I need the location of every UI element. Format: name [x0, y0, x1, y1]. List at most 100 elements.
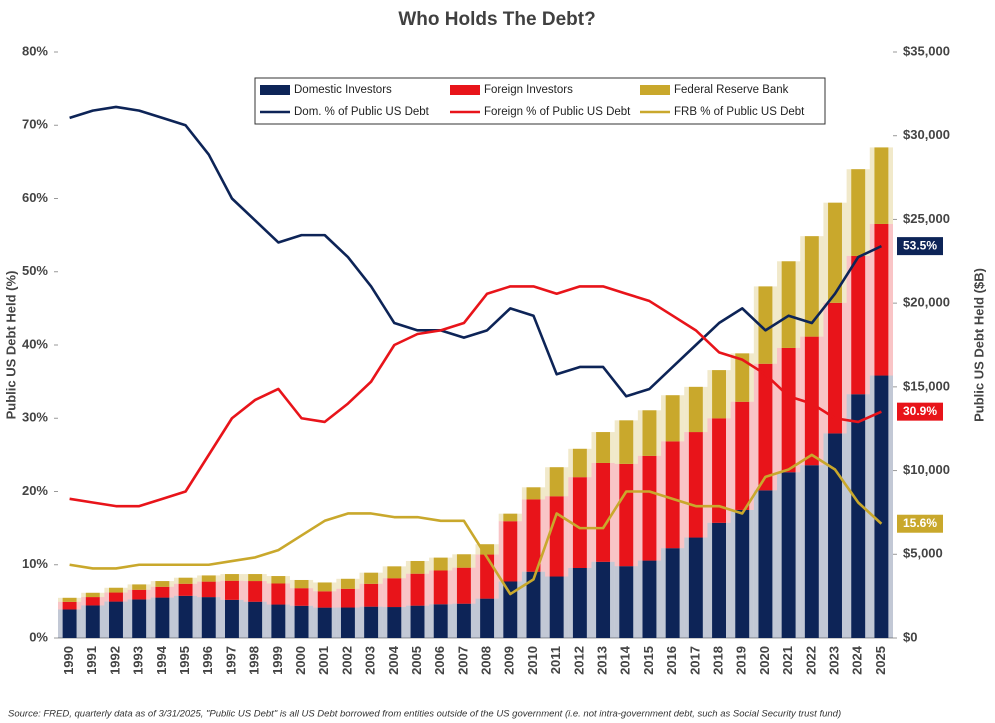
x-tick-label: 2016 [664, 646, 679, 675]
bar [688, 386, 703, 433]
bar [526, 499, 541, 572]
x-tick-label: 2023 [826, 646, 841, 675]
legend-swatch [450, 85, 480, 95]
bar [201, 575, 216, 582]
legend-swatch [260, 85, 290, 95]
legend-label: Foreign Investors [484, 84, 573, 96]
x-tick-label: 2020 [757, 646, 772, 675]
bar [109, 587, 123, 593]
x-tick-label: 2024 [850, 645, 865, 675]
x-tick-label: 2012 [571, 646, 586, 675]
y-tick-label: 10% [22, 556, 48, 571]
end-label: 53.5% [903, 238, 937, 252]
y2-tick-label: $10,000 [903, 462, 950, 477]
bar [387, 566, 402, 579]
y2-tick-label: $5,000 [903, 546, 943, 561]
bar [874, 375, 889, 638]
bar [456, 567, 471, 604]
x-tick-label: 2014 [618, 645, 633, 675]
bar [712, 522, 726, 638]
bar [642, 410, 657, 456]
chart-title: Who Holds The Debt? [398, 9, 595, 30]
y2-tick-label: $0 [903, 629, 917, 644]
bar [619, 420, 634, 464]
bar [874, 223, 889, 376]
bar [132, 589, 147, 600]
bar [62, 609, 77, 638]
bar [549, 496, 564, 577]
bar [804, 465, 819, 638]
x-tick-label: 1991 [84, 646, 99, 675]
x-tick-label: 2013 [595, 646, 610, 675]
bar [433, 604, 448, 638]
bar [712, 370, 726, 419]
bar [433, 570, 448, 605]
x-tick-label: 2002 [339, 646, 354, 675]
bar [688, 537, 703, 638]
y2-tick-label: $30,000 [903, 127, 950, 142]
bar [526, 571, 541, 638]
legend-label: Dom. % of Public US Debt [294, 106, 430, 118]
bar [294, 588, 309, 606]
bar [109, 592, 123, 602]
x-tick-label: 2022 [803, 646, 818, 675]
bar [294, 579, 309, 589]
bar [225, 574, 239, 581]
bar [804, 236, 819, 337]
bar [758, 286, 773, 364]
y-axis-label: Public US Debt Held (%) [3, 271, 18, 420]
bar [132, 584, 147, 590]
bar [132, 599, 147, 638]
bar [503, 581, 518, 638]
bar [549, 467, 564, 497]
bar [735, 353, 750, 402]
legend-label: FRB % of Public US Debt [674, 106, 805, 118]
end-label-box [897, 237, 943, 256]
line [69, 453, 883, 596]
bar [642, 455, 657, 561]
y-tick-label: 80% [22, 43, 48, 58]
bar [619, 463, 634, 567]
x-tick-label: 2003 [363, 646, 378, 675]
bar [155, 597, 170, 638]
bar [62, 601, 77, 610]
x-tick-label: 1994 [154, 645, 169, 675]
x-tick-label: 1997 [223, 646, 238, 675]
bar [271, 583, 286, 605]
bar [340, 578, 355, 589]
x-tick-label: 2018 [710, 646, 725, 675]
bar [248, 574, 263, 582]
bar [480, 544, 495, 555]
x-tick-label: 1993 [131, 646, 146, 675]
bar [225, 599, 239, 638]
bar [480, 554, 495, 599]
bar [248, 601, 263, 638]
y-tick-label: 40% [22, 336, 48, 351]
legend-swatch [640, 85, 670, 95]
bar [828, 202, 842, 303]
x-tick-label: 2015 [641, 646, 656, 675]
bar [456, 554, 471, 568]
bar [294, 605, 309, 638]
x-tick-label: 1992 [107, 646, 122, 675]
bar [85, 597, 100, 606]
bar [317, 607, 332, 638]
bar [572, 448, 587, 478]
bar [433, 557, 448, 571]
x-tick-label: 1996 [200, 646, 215, 675]
bar [851, 255, 866, 395]
bar [340, 607, 355, 638]
bar [317, 582, 332, 592]
x-tick-label: 2019 [734, 646, 749, 675]
bar [480, 598, 495, 638]
bar [503, 521, 518, 582]
bar [758, 363, 773, 491]
end-label-box [897, 514, 943, 533]
x-tick-label: 2004 [386, 645, 401, 675]
y-tick-label: 0% [29, 629, 48, 644]
y2-tick-label: $25,000 [903, 211, 950, 226]
x-tick-label: 2011 [548, 646, 563, 674]
x-tick-label: 1995 [177, 646, 192, 675]
bar [364, 583, 379, 607]
bar [828, 302, 842, 434]
